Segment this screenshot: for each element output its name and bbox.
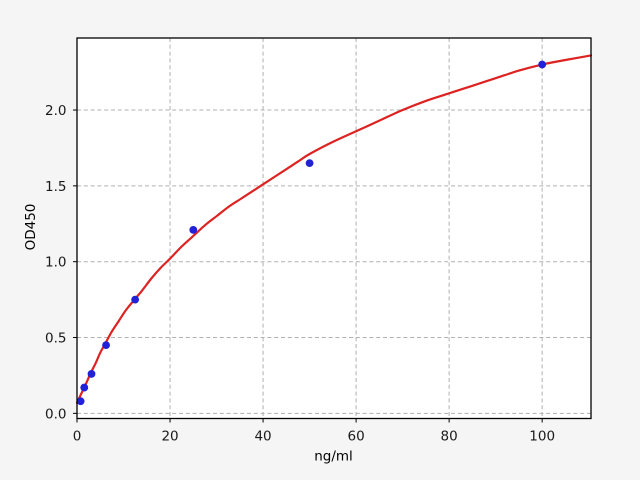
y-tick-label: 0.5	[45, 331, 66, 347]
data-point	[131, 295, 140, 304]
data-point	[189, 225, 198, 234]
y-tick-label: 1.0	[45, 255, 66, 271]
data-point	[305, 159, 314, 168]
y-tick-label: 2.0	[45, 103, 66, 119]
data-point	[80, 383, 89, 392]
data-point	[102, 341, 110, 349]
plot-background	[77, 38, 591, 419]
x-tick-label: 100	[529, 429, 555, 445]
x-tick-label: 20	[161, 429, 178, 445]
data-point	[76, 397, 85, 406]
x-tick-label: 80	[441, 429, 458, 445]
data-point	[87, 370, 96, 378]
x-tick-label: 0	[73, 429, 82, 445]
y-tick-label: 0.0	[45, 406, 66, 422]
x-tick-label: 40	[254, 429, 271, 445]
axes-border	[76, 37, 592, 420]
y-axis-title: OD450	[23, 204, 39, 251]
fit-curve-line	[75, 54, 593, 404]
y-tick-label: 1.5	[45, 179, 66, 195]
gridlines	[77, 38, 591, 419]
tick-labels: 0 20 40 60 80 100 0.0 0.5 1.0 1.5 2.0	[45, 103, 555, 444]
data-point	[538, 60, 547, 69]
x-axis-title: ng/ml	[314, 449, 353, 465]
x-tick-label: 60	[348, 429, 365, 445]
series-layer	[75, 54, 593, 406]
tick-marks	[73, 109, 543, 423]
